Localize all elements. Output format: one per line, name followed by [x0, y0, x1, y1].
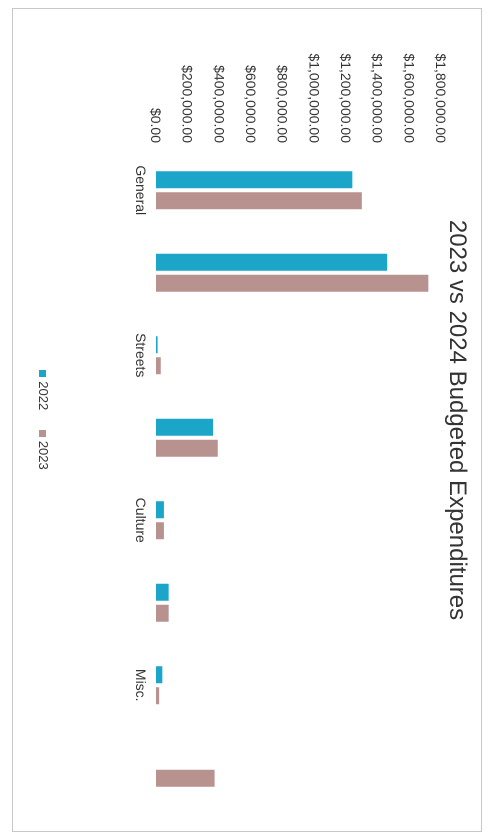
y-tick-label: $400,000.00	[211, 65, 227, 143]
y-tick-label: $200,000.00	[180, 65, 196, 143]
bar-2022-group-3	[156, 418, 213, 436]
x-category-label: Streets	[133, 333, 149, 377]
chart-legend: 2022 2023	[36, 9, 51, 831]
bar-2023-group-7	[156, 769, 215, 787]
legend-item-2022: 2022	[36, 370, 51, 410]
y-tick-label: $1,800,000.00	[433, 53, 449, 143]
y-tick-label: $600,000.00	[243, 65, 259, 143]
legend-label-2023: 2023	[36, 440, 51, 470]
bar-2022-group-1	[155, 253, 388, 271]
x-category-label: Misc.	[133, 669, 149, 702]
bar-2023-Misc.	[155, 687, 160, 705]
x-category-label: General	[133, 165, 149, 215]
bar-2022-General	[156, 171, 353, 189]
bar-2023-group-5	[155, 604, 169, 622]
legend-swatch-2023	[38, 429, 46, 437]
rotated-chart: 2023 vs 2024 Budgeted Expenditures $0.00…	[13, 9, 481, 831]
bar-2023-General	[156, 192, 362, 210]
y-tick-label: $1,600,000.00	[401, 53, 417, 143]
legend-item-2023: 2023	[36, 429, 51, 470]
bar-2023-Culture	[155, 522, 164, 540]
bar-2023-group-1	[155, 274, 429, 292]
y-tick-label: $1,400,000.00	[370, 53, 386, 143]
y-tick-label: $1,200,000.00	[338, 53, 354, 143]
y-tick-label: $800,000.00	[275, 65, 291, 143]
bar-2022-Misc.	[156, 666, 163, 684]
bar-2023-Streets	[156, 357, 161, 375]
document-page: 2023 vs 2024 Budgeted Expenditures $0.00…	[12, 8, 482, 832]
bar-2022-group-5	[155, 583, 169, 601]
legend-label-2022: 2022	[36, 381, 51, 411]
bar-2023-group-3	[156, 439, 218, 457]
x-category-label: Culture	[133, 498, 149, 543]
bar-2022-Streets	[156, 336, 158, 354]
y-tick-label: $0.00	[148, 108, 164, 143]
y-tick-label: $1,000,000.00	[306, 53, 322, 143]
chart-plot: $0.00 $200,000.00 $400,000.00 $600,000.00 $8…	[133, 53, 449, 787]
legend-swatch-2022	[38, 370, 46, 378]
bar-2022-Culture	[155, 501, 164, 519]
